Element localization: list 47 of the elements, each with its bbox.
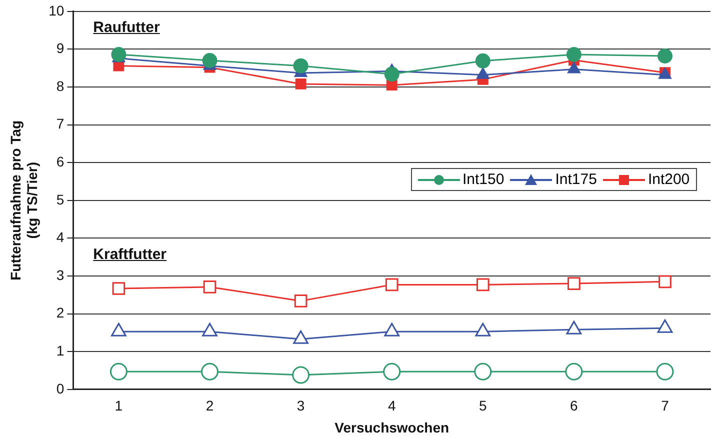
legend-label: Int200: [648, 171, 690, 188]
annotation: Kraftfutter: [93, 246, 167, 264]
point: [474, 362, 492, 380]
y-tick-label: 4: [56, 229, 64, 246]
x-tick-label: 4: [388, 398, 396, 414]
y-tick-label: 2: [56, 304, 64, 321]
point: [110, 362, 128, 380]
y-axis-title: Futteraufnahme pro Tag (kg TS/Tier): [7, 120, 40, 280]
y-tick-label: 3: [56, 266, 64, 283]
point: [384, 66, 400, 82]
point: [568, 277, 580, 290]
x-axis-title: Versuchswochen: [334, 419, 450, 436]
y-tick-label: 9: [56, 40, 64, 56]
point: [383, 362, 401, 380]
point: [203, 280, 216, 294]
x-tick-label: 7: [661, 398, 670, 414]
y-tick-label: 5: [56, 191, 64, 208]
point: [111, 46, 126, 62]
point: [566, 46, 582, 62]
point: [295, 78, 306, 90]
y-tick-label: 0: [56, 380, 64, 396]
point: [385, 278, 398, 292]
point: [294, 294, 308, 308]
x-tick-label: 6: [570, 398, 578, 414]
x-tick-label: 3: [296, 398, 305, 414]
point: [202, 53, 218, 68]
legend-label: Int175: [555, 171, 597, 188]
x-tick-label: 1: [114, 398, 123, 414]
point: [565, 362, 583, 380]
point: [476, 278, 490, 292]
x-tick-label: 5: [478, 398, 487, 414]
point: [656, 362, 674, 380]
x-tick-label: 2: [206, 398, 214, 414]
point: [475, 53, 490, 68]
y-tick-label: 8: [56, 78, 64, 94]
point: [657, 48, 672, 64]
y-tick-label: 1: [56, 342, 64, 358]
annotation: Raufutter: [93, 19, 160, 36]
legend-label: Int150: [462, 171, 504, 188]
y-tick-label: 7: [56, 116, 64, 132]
y-tick-label: 6: [56, 153, 64, 170]
point: [200, 362, 218, 380]
point: [292, 366, 310, 384]
point: [112, 282, 126, 295]
y-tick-label: 10: [48, 2, 64, 18]
point: [658, 275, 672, 288]
point: [293, 58, 308, 74]
